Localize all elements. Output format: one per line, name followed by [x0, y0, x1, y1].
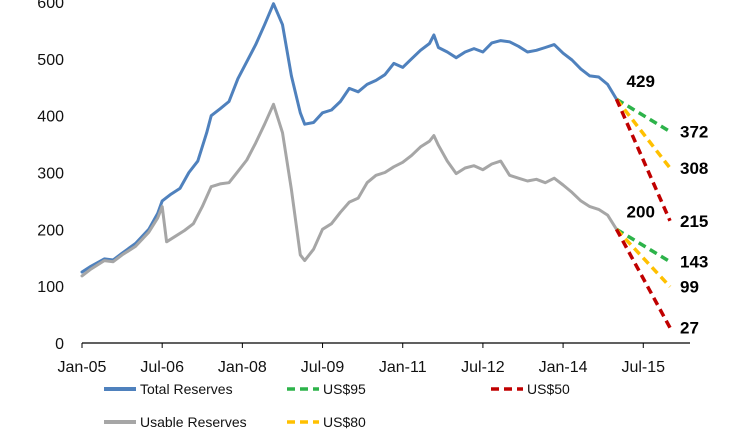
y-tick-label: 600	[37, 0, 64, 12]
end-value-label: 27	[680, 319, 699, 338]
end-value-label: 143	[680, 253, 708, 272]
legend: Total Reserves US$95 US$50 Usable Reserves U…	[104, 381, 570, 430]
y-tick-label: 300	[37, 166, 64, 183]
projection-line-us-80-total	[615, 98, 672, 170]
projection-line-us-50-total	[614, 98, 672, 222]
legend-label: US$80	[323, 414, 366, 430]
y-tick-label: 400	[37, 109, 64, 126]
legend-item-us-50: US$50	[491, 381, 570, 397]
legend-label: US$50	[527, 381, 570, 397]
end-value-label: 200	[627, 202, 655, 221]
projection-line-us-80-usable	[615, 228, 672, 288]
projection-line-us-50-usable	[614, 228, 672, 329]
end-value-label: 308	[680, 159, 708, 178]
projection-line-us-95-usable	[615, 227, 671, 264]
end-value-label: 99	[680, 278, 699, 297]
y-tick-label: 0	[55, 336, 64, 353]
end-value-label: 429	[627, 72, 655, 91]
x-tick-label: Jul-06	[140, 359, 184, 376]
y-tick-label: 200	[37, 222, 64, 239]
chart-axes: 0 100 200 300 400 500 600 Jan-05 Jul-06 Jan-08 Jul…	[37, 0, 690, 376]
x-tick-label: Jan-14	[539, 359, 588, 376]
legend-label: Total Reserves	[140, 381, 233, 397]
legend-item-us-80: US$80	[287, 414, 366, 430]
series-line-total-reserves	[80, 2, 618, 274]
legend-label: Usable Reserves	[140, 414, 247, 430]
x-tick-label: Jul-12	[461, 359, 505, 376]
series-line-usable-reserves	[80, 102, 618, 278]
end-value-label: 215	[680, 212, 708, 231]
x-tick-label: Jan-11	[379, 359, 427, 376]
x-tick-label: Jul-09	[301, 359, 345, 376]
x-tick-label: Jan-08	[218, 359, 267, 376]
y-tick-label: 100	[37, 279, 64, 296]
series-layer	[80, 2, 672, 329]
legend-item-us-95: US$95	[287, 381, 366, 397]
projection-line-us-95-total	[615, 97, 671, 134]
legend-item-usable-reserves: Usable Reserves	[104, 414, 247, 430]
end-value-label: 372	[680, 123, 708, 142]
x-tick-label: Jul-15	[621, 359, 665, 376]
end-labels: 429 200 372 308 215 143 99 27	[627, 72, 709, 337]
y-tick-label: 500	[37, 52, 64, 69]
x-tick-label: Jan-05	[58, 359, 107, 376]
legend-item-total-reserves: Total Reserves	[104, 381, 233, 397]
legend-label: US$95	[323, 381, 366, 397]
